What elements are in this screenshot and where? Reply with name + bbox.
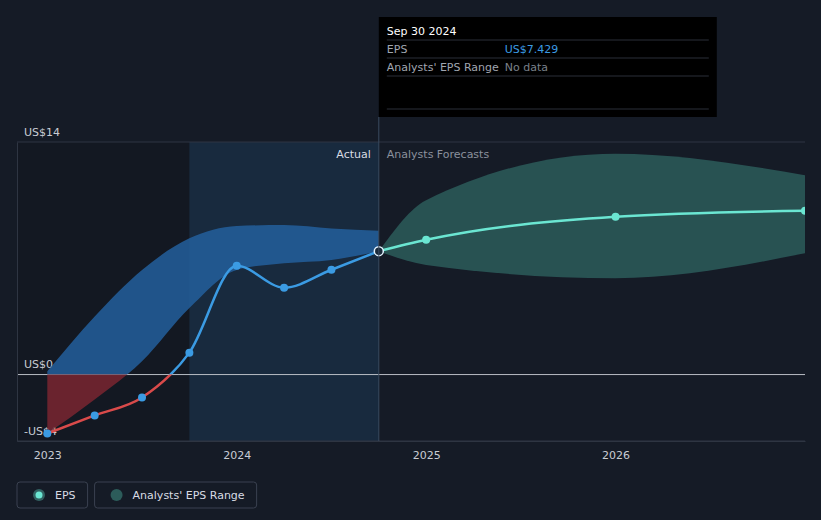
x-tick-label: 2025 — [413, 449, 441, 462]
y-axis-line — [17, 143, 18, 442]
eps-line — [379, 211, 805, 251]
negative-layer — [47, 375, 805, 434]
legend-box — [95, 482, 257, 508]
y-tick-label: US$0 — [24, 358, 53, 371]
x-tick-label: 2024 — [223, 449, 251, 462]
x-tick: 2025 — [413, 441, 441, 462]
x-tick-label: 2026 — [602, 449, 630, 462]
eps-line-negative — [47, 375, 378, 434]
eps-point — [612, 213, 620, 221]
x-tick: 2026 — [602, 441, 630, 462]
tooltip-range-label: Analysts' EPS Range — [387, 61, 499, 74]
legend-swatch — [111, 489, 123, 501]
legend-swatch — [36, 492, 43, 499]
eps-point — [233, 262, 241, 270]
chart: 2023202420252026-US$4US$0US$14ActualAnal… — [0, 0, 821, 520]
eps-point — [280, 284, 288, 292]
tooltip-value: US$7.429 — [505, 43, 559, 56]
x-tick: 2024 — [223, 441, 251, 462]
tooltip-rule — [387, 109, 709, 110]
markers — [43, 207, 805, 438]
x-axis-line — [18, 441, 806, 442]
grid-line — [17, 374, 805, 375]
tooltip-rule — [387, 40, 709, 41]
eps-point — [422, 236, 430, 244]
tooltip-box — [379, 17, 717, 117]
tooltip: Sep 30 2024 EPS US$7.429 Analysts' EPS Rang… — [379, 17, 717, 117]
tooltip-range-value: No data — [505, 61, 548, 74]
x-axis: 2023 2024 2025 2026 — [18, 441, 806, 462]
tooltip-rule — [387, 76, 709, 77]
legend-item: Analysts' EPS Range — [95, 482, 257, 508]
legend: EPS Analysts' EPS Range — [17, 482, 257, 508]
legend-swatch-ring — [33, 489, 45, 501]
grid-line — [17, 441, 805, 442]
range-band — [47, 225, 378, 374]
tooltip-date: Sep 30 2024 — [387, 25, 457, 38]
eps-point — [43, 430, 51, 438]
eps-line — [47, 251, 378, 374]
tooltip-label: EPS — [387, 43, 408, 56]
range-band — [379, 154, 805, 279]
divider — [378, 117, 379, 441]
eps-point — [138, 393, 146, 401]
actual-label: Actual — [336, 148, 370, 161]
legend-box — [17, 482, 88, 508]
eps-point — [801, 207, 805, 215]
plot-area — [43, 154, 805, 438]
tooltip-rule — [387, 58, 709, 59]
grid — [17, 142, 805, 441]
y-tick: US$14 — [17, 126, 60, 143]
legend-label: Analysts' EPS Range — [133, 489, 245, 502]
legend-label: EPS — [55, 489, 76, 502]
x-tick-label: 2023 — [34, 449, 62, 462]
forecast-label: Analysts Forecasts — [387, 148, 490, 161]
eps-point — [91, 411, 99, 419]
legend-item: EPS — [17, 482, 88, 508]
y-tick-label: US$14 — [24, 126, 60, 139]
positive-layer — [47, 154, 805, 375]
x-tick: 2023 — [34, 441, 62, 462]
range-band-negative — [47, 375, 378, 434]
eps-point — [185, 349, 193, 357]
eps-point — [327, 266, 335, 274]
grid-line — [17, 142, 805, 143]
background — [0, 0, 821, 520]
